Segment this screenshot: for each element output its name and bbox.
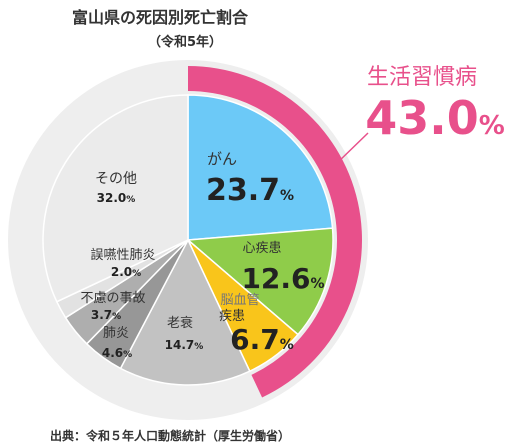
slice-label-aspiration-pneumonia: 誤嚥性肺炎	[90, 247, 155, 263]
slice-value-pneumonia: 4.6%	[102, 346, 132, 360]
slice-label-other: その他	[95, 171, 137, 187]
slice-value-heart-disease: 12.6%	[241, 262, 324, 295]
slice-label-accident: 不慮の事故	[80, 291, 145, 306]
pie-slice-1	[186, 227, 334, 336]
pie-slices	[42, 94, 334, 386]
slice-label-cerebrovascular-line2: 疾患	[219, 309, 245, 324]
chart-title: 富山県の死因別死亡割合	[72, 8, 249, 27]
callout-leader-line	[334, 132, 369, 166]
slice-value-senility: 14.7%	[165, 338, 204, 352]
slice-value-accident: 3.7%	[91, 308, 121, 322]
pie-slice-0	[187, 94, 334, 241]
slice-label-cancer: がん	[207, 150, 237, 168]
slice-value-cerebrovascular: 6.7%	[230, 323, 294, 356]
pie-labels: がん 23.7% 心疾患 12.6% 脳血管 疾患 6.7% 老衰 14.7% …	[80, 150, 324, 360]
slice-value-cancer: 23.7%	[206, 173, 294, 208]
slice-value-aspiration-pneumonia: 2.0%	[111, 265, 141, 279]
lifestyle-disease-ring	[188, 66, 362, 398]
pie-slice-7	[42, 94, 189, 303]
slice-value-other: 32.0%	[97, 191, 136, 205]
slice-label-heart-disease: 心疾患	[242, 241, 281, 256]
source-note: 出典：令和５年人口動態統計（厚生労働省）	[50, 428, 290, 443]
slice-label-pneumonia: 肺炎	[103, 326, 129, 341]
chart-subtitle: （令和5年）	[148, 34, 222, 50]
slice-label-senility: 老衰	[167, 315, 193, 331]
lifestyle-disease-label: 生活習慣病	[367, 65, 477, 90]
lifestyle-disease-value: 43.0%	[365, 91, 505, 145]
pie-slice-3	[119, 238, 251, 386]
slice-label-cerebrovascular-line1: 脳血管	[220, 293, 259, 308]
